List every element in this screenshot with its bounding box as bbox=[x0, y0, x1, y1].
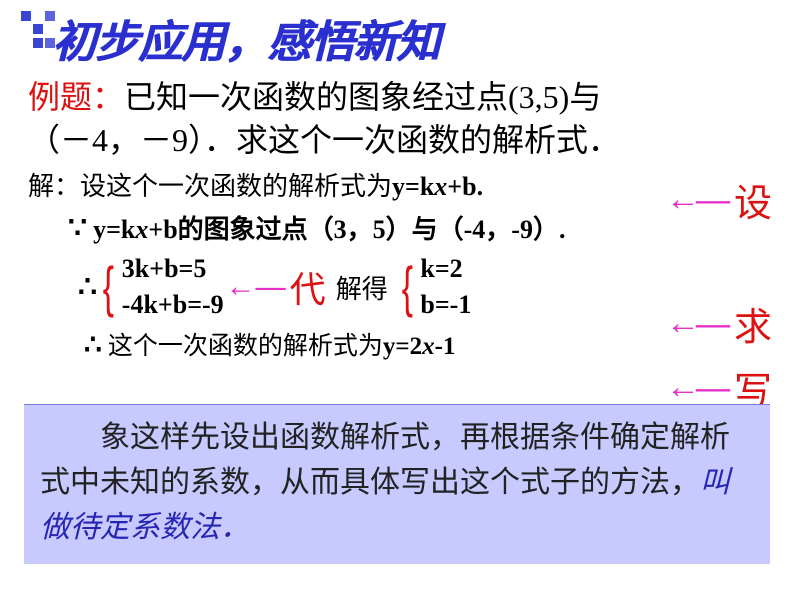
eq-part: y=k bbox=[392, 172, 434, 201]
eq-part2: y=k bbox=[93, 215, 135, 244]
jiede-label: 解得 bbox=[336, 269, 388, 306]
problem-line2: （－4，－9）．求这个一次函数的解析式． bbox=[28, 122, 620, 158]
eq-x2: x bbox=[135, 215, 148, 244]
annotation-qiu: ←— 求 bbox=[662, 296, 772, 351]
solution-set-text: 解：设这个一次函数的解析式为 bbox=[28, 172, 392, 201]
eq-x: x bbox=[434, 172, 447, 201]
concl-eq2: -1 bbox=[435, 333, 456, 360]
page-title: 初步应用，感悟新知 bbox=[52, 6, 439, 70]
eq-3k: 3k+b=5 bbox=[122, 254, 224, 284]
arrow-icon: ←— bbox=[226, 270, 286, 304]
system-col: 3k+b=5 -4k+b=-9 bbox=[122, 254, 224, 320]
she-char: 设 bbox=[734, 172, 772, 227]
sol-b: b=-1 bbox=[420, 290, 471, 320]
qiu-char: 求 bbox=[734, 296, 772, 351]
concl-x: x bbox=[422, 333, 435, 360]
sol-k: k=2 bbox=[420, 254, 471, 284]
therefore-symbol: ∴ bbox=[78, 270, 97, 305]
summary-box: 象这样先设出函数解析式，再根据条件确定解析式中未知的系数，从而具体写出这个式子的… bbox=[24, 404, 770, 564]
solution-col: k=2 b=-1 bbox=[420, 254, 471, 320]
example-problem: 例题：已知一次函数的图象经过点(3,5)与 （－4，－9）．求这个一次函数的解析… bbox=[28, 76, 774, 162]
concl-text: 这个一次函数的解析式为 bbox=[108, 333, 383, 360]
annotation-she: ←— 设 bbox=[662, 172, 772, 227]
title-row: 初步应用，感悟新知 bbox=[20, 6, 774, 70]
line2-text: +b的图象过点（3，5）与（-4，-9）. bbox=[148, 215, 565, 244]
arrow-icon: ←— bbox=[666, 369, 726, 407]
concl-eq1: y=2 bbox=[383, 333, 422, 360]
therefore-symbol-2: ∴ bbox=[84, 330, 102, 361]
problem-line1: 已知一次函数的图象经过点(3,5)与 bbox=[124, 79, 601, 115]
eq-neg4k: -4k+b=-9 bbox=[122, 290, 224, 320]
summary-text: 象这样先设出函数解析式，再根据条件确定解析式中未知的系数，从而具体写出这个式子的… bbox=[40, 421, 730, 499]
because-symbol: ∵ bbox=[68, 212, 87, 245]
dai-label: 代 bbox=[290, 261, 326, 313]
arrow-icon: ←— bbox=[666, 181, 726, 219]
eq-tail: +b. bbox=[447, 172, 483, 201]
left-brace: { bbox=[103, 262, 114, 312]
left-brace-2: { bbox=[401, 262, 412, 312]
arrow-icon: ←— bbox=[666, 305, 726, 343]
example-label: 例题： bbox=[28, 79, 124, 115]
